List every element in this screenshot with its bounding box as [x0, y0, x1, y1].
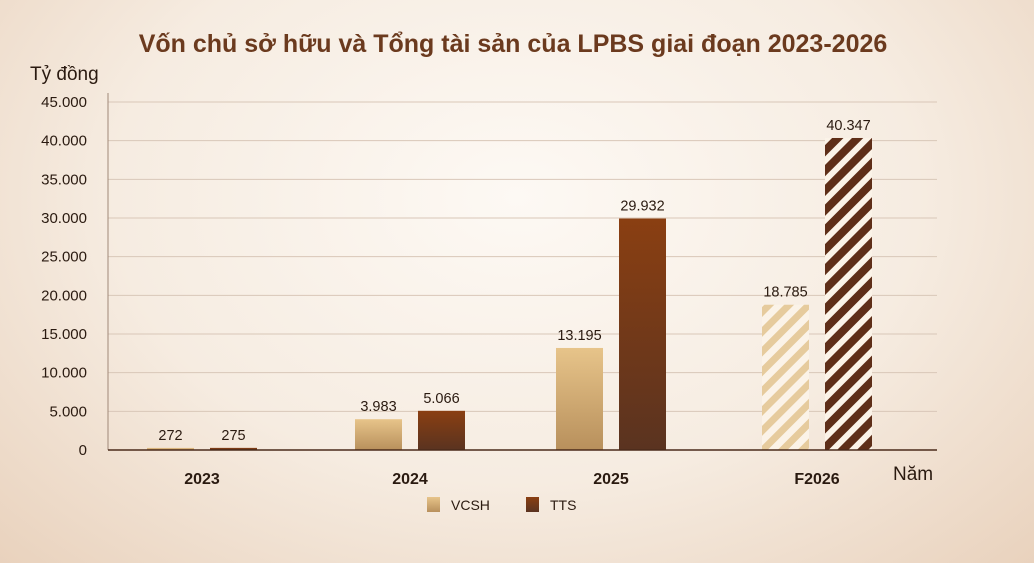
bar-vcsh-2023	[147, 447, 194, 450]
bar-vcsh-2025	[556, 347, 603, 450]
data-label: 5.066	[423, 391, 459, 407]
y-tick-label: 25.000	[41, 249, 87, 266]
data-label: 275	[221, 428, 245, 444]
data-label: 13.195	[557, 328, 601, 344]
bar-vcsh-f2026	[762, 304, 809, 450]
legend-label-vcsh: VCSH	[451, 497, 490, 513]
legend: VCSH TTS	[427, 497, 576, 513]
bar-tts-2024	[418, 410, 465, 450]
y-tick-labels: 0 5.000 10.000 15.000 20.000 25.000 30.000 35.0…	[41, 94, 87, 459]
x-tick-label: 2023	[184, 471, 220, 488]
bar-vcsh-2024	[355, 419, 402, 450]
data-label: 40.347	[826, 118, 870, 134]
legend-swatch-tts	[526, 497, 539, 512]
y-axis-title: Tỷ đồng	[30, 64, 99, 85]
bars	[147, 137, 872, 450]
data-label: 272	[158, 428, 182, 444]
bar-tts-f2026	[825, 137, 872, 450]
data-label: 18.785	[763, 285, 807, 301]
y-tick-label: 5.000	[49, 403, 87, 420]
x-tick-labels: 2023 2024 2025 F2026	[184, 471, 840, 488]
y-tick-label: 0	[79, 442, 87, 459]
y-tick-label: 35.000	[41, 171, 87, 188]
bar-tts-2023	[210, 447, 257, 450]
x-tick-label: F2026	[794, 471, 839, 488]
y-tick-label: 30.000	[41, 210, 87, 227]
gridlines	[108, 101, 937, 412]
data-labels: 272 275 3.983 5.066 13.195 29.932 18.785 40.347	[158, 118, 870, 444]
data-label: 29.932	[620, 199, 664, 215]
y-tick-label: 40.000	[41, 133, 87, 150]
chart-title: Vốn chủ sở hữu và Tổng tài sản của LPBS …	[139, 30, 888, 58]
legend-label-tts: TTS	[550, 497, 576, 513]
x-tick-label: 2025	[593, 471, 629, 488]
y-tick-label: 20.000	[41, 287, 87, 304]
y-tick-label: 10.000	[41, 365, 87, 382]
bar-tts-2025	[619, 218, 666, 450]
y-tick-label: 15.000	[41, 326, 87, 343]
legend-swatch-vcsh	[427, 497, 440, 512]
x-axis-title: Năm	[893, 464, 933, 485]
x-tick-label: 2024	[392, 471, 428, 488]
data-label: 3.983	[360, 399, 396, 415]
y-tick-label: 45.000	[41, 94, 87, 111]
